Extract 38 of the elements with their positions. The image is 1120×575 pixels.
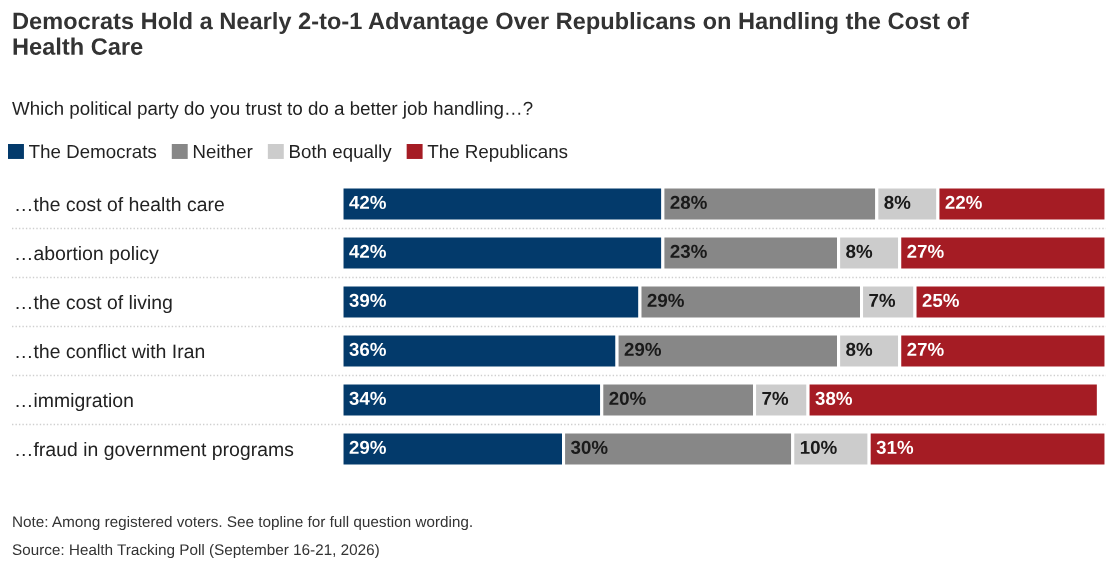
text: Note: Among registered voters. See topline for full question wording. [13,515,472,531]
data-label: 7% [869,293,896,307]
source-note: Source: Health Tracking Poll (September 16-21, 2026) [12,543,379,559]
data-label: 36% [349,342,386,357]
legend-label: The Republicans [427,144,568,162]
data-label: 38% [815,391,853,406]
y-tick-label: …the conflict with Iran [16,343,205,359]
legend-label: Neither [193,144,253,159]
data-label: 7% [762,391,789,405]
y-tick-label: …fraud in government programs [16,441,294,461]
data-label: 29% [624,342,662,357]
data-label: 34% [349,391,386,406]
data-label: 22% [945,195,982,209]
data-label: 23% [670,244,707,259]
chart-subtitle: Which political party do you trust to do a better job handling…? [12,101,533,119]
y-tick-label: …the cost of health care [16,196,224,212]
y-tick-label: …the cost of living [16,294,172,314]
data-label: 29% [349,440,386,455]
data-label: 27% [907,342,944,356]
y-tick-label: …immigration [16,392,133,412]
data-label: 28% [670,195,707,210]
data-label: 10% [800,440,837,455]
data-label: 27% [907,244,944,258]
data-label: 8% [846,342,873,357]
data-label: 30% [570,440,608,455]
data-label: 42% [349,244,386,258]
data-label: 25% [922,293,959,308]
data-label: 8% [884,195,911,210]
y-tick-label: …abortion policy [16,245,159,265]
data-label: 20% [609,391,646,406]
data-label: 42% [349,195,386,209]
data-label: 31% [876,440,914,455]
legend-label: The Democrats [29,144,157,159]
data-label: 29% [647,293,684,308]
legend-label: Both equally [290,144,392,162]
chart-title: Democrats Hold a Nearly 2-to-1 Advantage Over Republicans on Handling the Cost of Health Care [13,12,969,55]
data-label: 8% [846,244,873,259]
data-label: 39% [349,293,386,308]
